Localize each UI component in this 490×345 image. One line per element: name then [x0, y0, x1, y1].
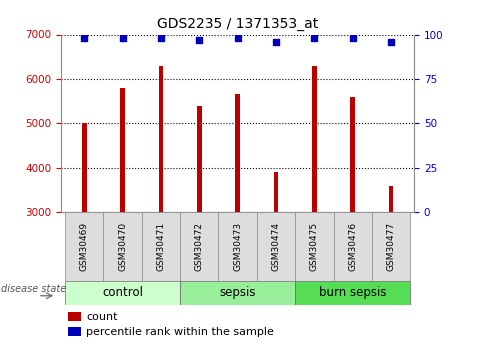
Text: burn sepsis: burn sepsis [319, 286, 387, 299]
Text: sepsis: sepsis [220, 286, 256, 299]
Bar [180, 212, 219, 281]
Bar [219, 212, 257, 281]
Bar [295, 212, 334, 281]
Point [311, 35, 319, 41]
Text: GSM30475: GSM30475 [310, 222, 319, 271]
Text: disease state: disease state [1, 284, 67, 294]
Text: GSM30469: GSM30469 [80, 222, 89, 271]
Text: count: count [86, 312, 118, 322]
Text: percentile rank within the sample: percentile rank within the sample [86, 327, 274, 337]
Point [80, 35, 88, 41]
Bar [180, 281, 295, 305]
Text: GSM30471: GSM30471 [156, 222, 166, 271]
Bar [103, 212, 142, 281]
Point [349, 35, 357, 41]
Title: GDS2235 / 1371353_at: GDS2235 / 1371353_at [157, 17, 318, 31]
Point [387, 39, 395, 45]
Text: GSM30476: GSM30476 [348, 222, 357, 271]
Text: GSM30472: GSM30472 [195, 222, 204, 271]
Text: GSM30470: GSM30470 [118, 222, 127, 271]
Bar [68, 327, 81, 336]
Bar [274, 172, 278, 212]
Text: GSM30474: GSM30474 [271, 222, 280, 271]
Text: GSM30473: GSM30473 [233, 222, 242, 271]
Bar [121, 88, 125, 212]
Text: control: control [102, 286, 143, 299]
Bar [257, 212, 295, 281]
Text: GSM30477: GSM30477 [387, 222, 395, 271]
Bar [159, 66, 163, 212]
Bar [65, 212, 103, 281]
Point [272, 39, 280, 45]
Point [157, 35, 165, 41]
Point [119, 35, 126, 41]
Bar [350, 97, 355, 212]
Point [196, 37, 203, 42]
Bar [197, 106, 201, 212]
Bar [65, 281, 180, 305]
Bar [372, 212, 410, 281]
Bar [295, 281, 410, 305]
Point [234, 35, 242, 41]
Bar [68, 313, 81, 321]
Bar [312, 66, 317, 212]
Bar [82, 124, 87, 212]
Bar [389, 186, 393, 212]
Bar [142, 212, 180, 281]
Bar [235, 95, 240, 212]
Bar [334, 212, 372, 281]
